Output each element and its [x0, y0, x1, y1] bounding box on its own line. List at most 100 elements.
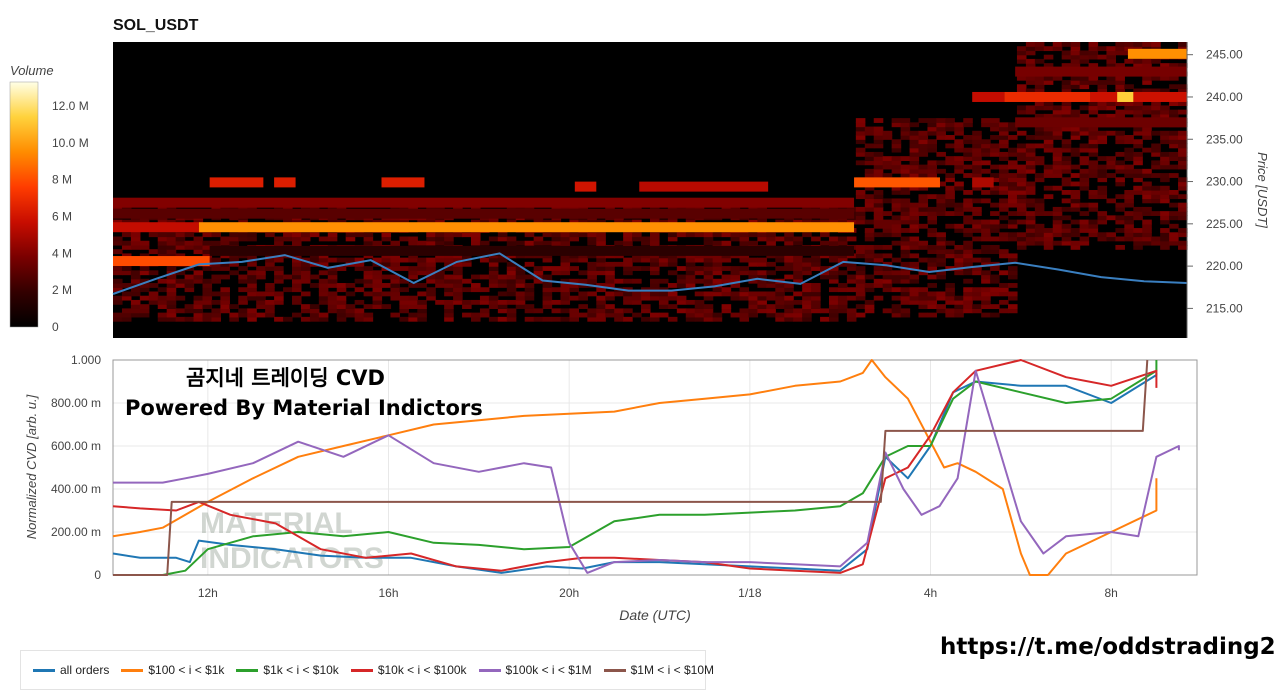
- heatmap-cell: [909, 240, 920, 246]
- heatmap-cell: [1142, 190, 1152, 195]
- heatmap-cell: [829, 219, 839, 225]
- heatmap-cell: [667, 219, 678, 225]
- heatmap-cell: [685, 266, 696, 271]
- heatmap-cell: [748, 291, 758, 297]
- heatmap-cell: [417, 257, 427, 263]
- heatmap-cell: [1115, 160, 1125, 166]
- heatmap-cell: [139, 240, 150, 246]
- heatmap-cell: [1079, 240, 1090, 246]
- heatmap-cell: [1043, 232, 1054, 238]
- heatmap-cell: [1008, 283, 1018, 288]
- heatmap-cell: [882, 228, 893, 233]
- heatmap-cell: [1151, 42, 1161, 47]
- heatmap-cell: [685, 261, 696, 267]
- heatmap-cell: [703, 308, 714, 314]
- heatmap-cell: [462, 299, 472, 305]
- heatmap-cell: [873, 257, 884, 263]
- legend-item[interactable]: $10k < i < $100k: [350, 663, 467, 677]
- heatmap-cell: [658, 295, 669, 301]
- heatmap-cell: [184, 308, 195, 314]
- heatmap-cell: [927, 304, 937, 309]
- heatmap-cell: [972, 228, 982, 233]
- heatmap-cell: [945, 202, 955, 208]
- heatmap-cell: [1133, 232, 1143, 238]
- heatmap-cell: [578, 232, 588, 238]
- heatmap-cell: [372, 291, 383, 297]
- heatmap-cell: [533, 308, 544, 314]
- heatmap-cell: [292, 219, 302, 225]
- heatmap-cell: [515, 266, 526, 271]
- heatmap-cell: [891, 304, 902, 309]
- heatmap-cell: [1115, 46, 1125, 52]
- heatmap-cell: [1034, 206, 1045, 212]
- legend-item[interactable]: $1k < i < $10k: [236, 663, 339, 677]
- heatmap-cell: [1052, 160, 1063, 166]
- heatmap-cell: [1025, 58, 1036, 64]
- heatmap-cell: [560, 240, 571, 246]
- heatmap-cell: [399, 308, 409, 314]
- heatmap-cell: [1151, 105, 1161, 111]
- heatmap-cell: [1151, 130, 1161, 136]
- heatmap-cell: [972, 198, 982, 204]
- heatmap-cell: [327, 291, 338, 297]
- heatmap-cell: [327, 219, 338, 225]
- heatmap-cell: [882, 308, 893, 314]
- heatmap-cell: [784, 308, 794, 314]
- heatmap-cell: [139, 287, 150, 293]
- heatmap-cell: [1160, 173, 1170, 178]
- heatmap-cell: [775, 304, 785, 309]
- heatmap-cell: [972, 168, 982, 174]
- heatmap-cell: [1008, 219, 1018, 225]
- heatmap-cell: [802, 266, 812, 271]
- heatmap-cell: [918, 194, 929, 200]
- heatmap-cell: [1070, 109, 1081, 115]
- heatmap-cell: [1025, 147, 1036, 153]
- heatmap-cell: [1088, 126, 1099, 132]
- heatmap-cell: [247, 270, 257, 276]
- heatmap-cell: [1106, 130, 1116, 136]
- legend-item[interactable]: $100 < i < $1k: [121, 663, 224, 677]
- heatmap-cell: [685, 316, 696, 322]
- heatmap-cell: [363, 266, 374, 271]
- heatmap-cell: [1079, 50, 1090, 56]
- heatmap-cell: [918, 143, 929, 149]
- heatmap-cell: [981, 295, 991, 301]
- heatmap-cell: [667, 316, 678, 322]
- heatmap-cell: [918, 185, 929, 191]
- heatmap-cell: [596, 308, 606, 314]
- heatmap-cell: [954, 147, 964, 153]
- heatmap-cell: [471, 219, 481, 225]
- heatmap-cell: [1106, 236, 1116, 242]
- heatmap-cell: [1043, 244, 1054, 250]
- heatmap-cell: [757, 257, 767, 263]
- legend-label: $10k < i < $100k: [377, 663, 467, 677]
- heatmap-cell: [1061, 206, 1072, 212]
- heatmap-cell: [274, 295, 284, 301]
- heatmap-cell: [694, 308, 705, 314]
- heatmap-cell: [739, 240, 750, 246]
- heatmap-cell: [596, 312, 606, 318]
- heatmap-cell: [238, 312, 248, 318]
- heatmap-cell: [256, 291, 266, 297]
- heatmap-cell: [274, 274, 284, 280]
- heatmap-cell: [399, 266, 409, 271]
- heatmap-cell: [247, 232, 257, 238]
- legend-item[interactable]: $1M < i < $10M: [603, 663, 714, 677]
- heatmap-cell: [1070, 46, 1081, 52]
- heatmap-cell: [999, 232, 1009, 238]
- heatmap-cell: [981, 219, 991, 225]
- heatmap-cell: [999, 122, 1009, 128]
- heatmap-cell: [909, 274, 920, 280]
- heatmap-cell: [650, 266, 660, 271]
- heatmap-cell: [175, 316, 186, 322]
- heatmap-cell: [408, 316, 418, 322]
- heatmap-cell: [309, 316, 320, 322]
- heatmap-cell: [1025, 185, 1036, 191]
- heatmap-cell: [139, 308, 150, 314]
- heatmap-cell: [829, 274, 839, 280]
- heatmap-cell: [1034, 223, 1045, 229]
- legend-item[interactable]: $100k < i < $1M: [478, 663, 592, 677]
- heatmap-cell: [873, 244, 884, 250]
- heatmap-cell: [426, 219, 436, 225]
- legend-item[interactable]: all orders: [33, 663, 109, 677]
